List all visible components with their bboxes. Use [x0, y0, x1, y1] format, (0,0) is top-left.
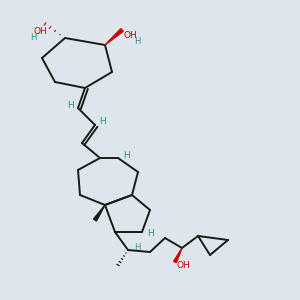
Text: H: H — [134, 244, 140, 253]
Text: H: H — [124, 152, 130, 160]
Text: OH: OH — [176, 262, 190, 271]
Text: H: H — [148, 230, 154, 238]
Polygon shape — [94, 205, 105, 221]
Text: OH: OH — [123, 31, 137, 40]
Polygon shape — [105, 29, 123, 45]
Text: H: H — [30, 32, 36, 41]
Text: H: H — [67, 100, 73, 109]
Text: H: H — [100, 118, 106, 127]
Text: H: H — [134, 37, 140, 46]
Text: OH: OH — [33, 26, 47, 35]
Polygon shape — [174, 248, 182, 263]
